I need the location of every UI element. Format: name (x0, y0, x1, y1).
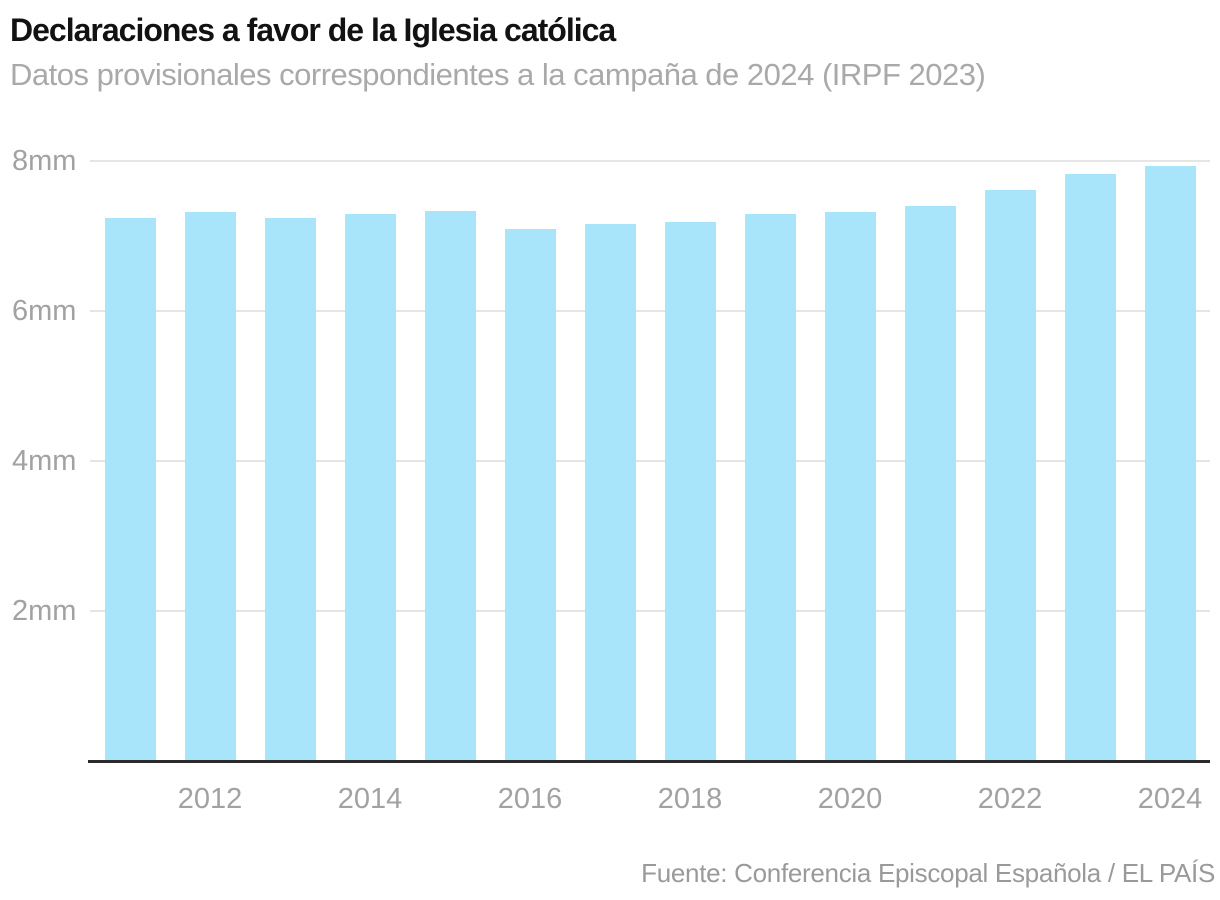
bar-2024 (1144, 166, 1196, 761)
y-axis-tick-label: 2mm (12, 595, 77, 627)
x-axis-tick-label-2018: 2018 (657, 783, 723, 815)
bar-2011 (104, 218, 156, 761)
chart-title: Declaraciones a favor de la Iglesia cató… (10, 12, 616, 48)
x-axis-tick-label-2024: 2024 (1137, 783, 1203, 815)
x-axis-tick-label-2020: 2020 (817, 783, 883, 815)
gridline-8mm (90, 160, 1210, 162)
plot-area (90, 160, 1210, 761)
source-credit: Fuente: Conferencia Episcopal Española /… (641, 858, 1215, 888)
chart-subtitle: Datos provisionales correspondientes a l… (10, 57, 986, 92)
bar-2014 (344, 214, 396, 761)
bar-2016 (504, 229, 556, 761)
x-axis-tick-label-2022: 2022 (977, 783, 1043, 815)
gridline-6mm (90, 310, 1210, 312)
y-axis-tick-label: 4mm (12, 445, 77, 477)
y-axis-tick-label: 6mm (12, 295, 77, 327)
bar-2019 (744, 214, 796, 761)
x-axis-line (88, 760, 1210, 763)
gridline-2mm (90, 610, 1210, 612)
bar-2017 (584, 224, 636, 761)
x-axis-tick-label-2016: 2016 (497, 783, 563, 815)
bar-2023 (1064, 173, 1116, 761)
bar-2022 (984, 189, 1036, 761)
bar-2013 (264, 218, 316, 761)
x-axis-tick-label-2014: 2014 (337, 783, 403, 815)
gridline-4mm (90, 460, 1210, 462)
bar-2020 (824, 212, 876, 761)
x-axis-tick-label-2012: 2012 (177, 783, 243, 815)
bar-2012 (184, 212, 236, 761)
y-axis-tick-label: 8mm (12, 145, 77, 177)
bar-2021 (904, 206, 956, 761)
bar-2018 (664, 221, 716, 761)
bar-2015 (424, 210, 476, 761)
